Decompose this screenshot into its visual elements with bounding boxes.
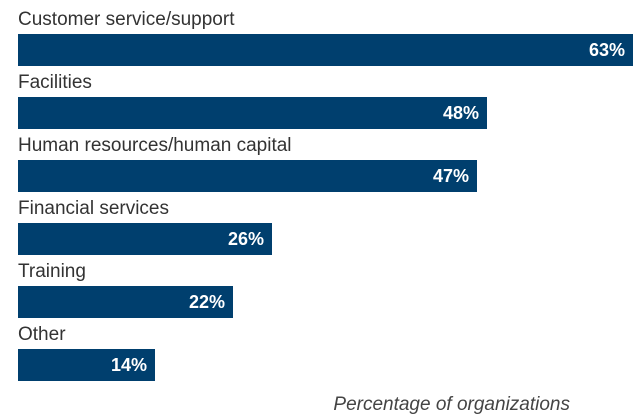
bar: 47% <box>18 160 477 192</box>
category-label: Human resources/human capital <box>18 135 292 156</box>
bar-value-label: 22% <box>188 292 225 312</box>
bar-value-label: 47% <box>432 166 469 186</box>
category-label: Financial services <box>18 198 169 219</box>
category-label: Training <box>18 261 86 282</box>
x-axis-label: Percentage of organizations <box>333 394 570 415</box>
bar-value-label: 63% <box>588 40 625 60</box>
category-label: Customer service/support <box>18 9 235 30</box>
bar-value-label: 14% <box>110 355 147 375</box>
bar-value-label: 48% <box>442 103 479 123</box>
bar: 48% <box>18 97 487 129</box>
bar: 26% <box>18 223 272 255</box>
bar-value-label: 26% <box>227 229 264 249</box>
bar: 22% <box>18 286 233 318</box>
category-label: Other <box>18 324 66 345</box>
category-label: Facilities <box>18 72 92 93</box>
bar: 63% <box>18 34 633 66</box>
bar: 14% <box>18 349 155 381</box>
